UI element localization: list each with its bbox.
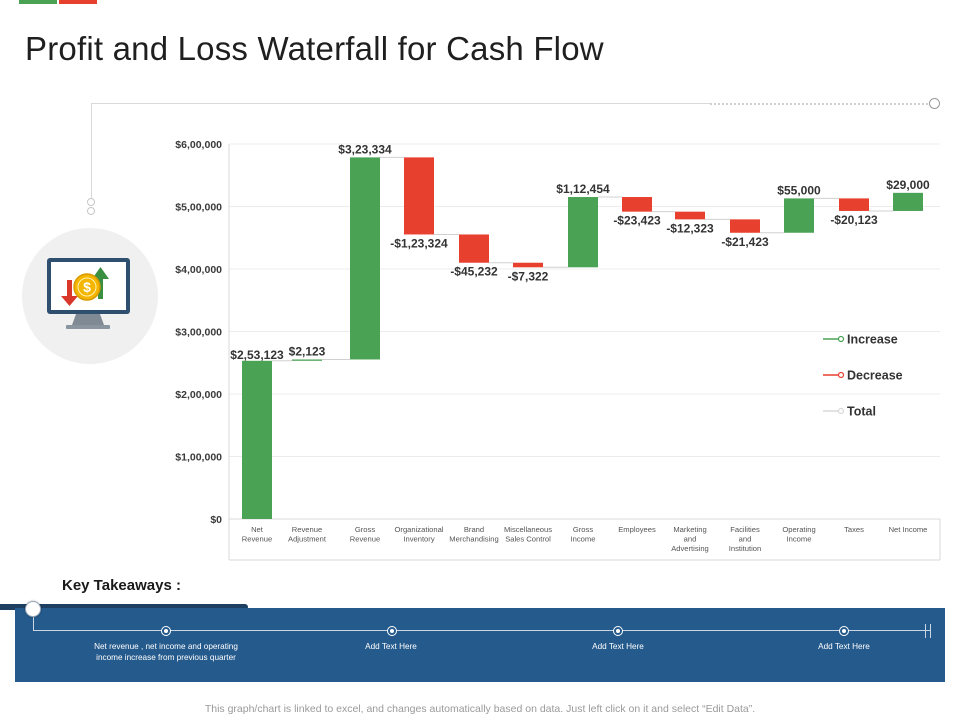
x-tick-label: Net Income xyxy=(889,525,928,534)
y-tick-label: $0 xyxy=(210,514,222,526)
timeline-node-1 xyxy=(161,626,171,636)
x-tick-label: Gross Income xyxy=(571,525,596,544)
waterfall-bar xyxy=(568,197,598,268)
timeline-handle[interactable] xyxy=(25,601,41,617)
data-label: -$7,322 xyxy=(508,269,549,283)
footer-note: This graph/chart is linked to excel, and… xyxy=(204,703,756,715)
waterfall-bar xyxy=(893,192,923,211)
timeline-end-tick xyxy=(925,624,926,638)
waterfall-bar xyxy=(784,198,814,233)
x-tick-label: Marketing and Advertising xyxy=(671,525,709,553)
x-tick-label: Facilities and Institution xyxy=(729,525,762,553)
data-label: -$1,23,324 xyxy=(390,236,448,250)
data-label: -$23,423 xyxy=(613,214,661,228)
data-label: -$21,423 xyxy=(721,235,769,249)
data-label: -$45,232 xyxy=(450,265,498,279)
x-tick-label: Net Revenue xyxy=(242,525,272,544)
page-title: Profit and Loss Waterfall for Cash Flow xyxy=(25,30,604,67)
takeaway-text-4[interactable]: Add Text Here xyxy=(818,642,870,651)
timeline-node-4 xyxy=(839,626,849,636)
waterfall-bar xyxy=(675,211,705,220)
legend-label: Decrease xyxy=(847,369,903,383)
x-tick-label: Miscellaneous Sales Control xyxy=(504,525,552,544)
y-tick-label: $5,00,000 xyxy=(175,202,222,214)
x-tick-label: Taxes xyxy=(844,525,864,534)
x-tick-label: Gross Revenue xyxy=(350,525,380,544)
dollar-symbol: $ xyxy=(83,279,91,295)
connector-dot-upper xyxy=(87,198,95,206)
takeaway-text-1[interactable]: Net revenue , net income and operating i… xyxy=(94,642,238,662)
legend-label: Increase xyxy=(847,333,898,347)
connector-dot-lower xyxy=(87,207,95,215)
legend-marker xyxy=(837,335,845,343)
waterfall-bar xyxy=(459,234,489,263)
data-label: $3,23,334 xyxy=(338,142,392,156)
y-tick-label: $1,00,000 xyxy=(175,452,222,464)
x-tick-label: Brand Merchandising xyxy=(449,525,498,544)
x-tick-label: Organizational Inventory xyxy=(395,525,444,544)
data-label: $2,123 xyxy=(289,344,326,358)
takeaway-text-2[interactable]: Add Text Here xyxy=(365,642,417,651)
takeaways-title: Key Takeaways : xyxy=(62,577,181,594)
data-label: -$20,123 xyxy=(830,213,878,227)
data-label: $1,12,454 xyxy=(556,182,610,196)
x-tick-label: Operating Income xyxy=(782,525,815,544)
timeline-node-2 xyxy=(387,626,397,636)
data-label: $55,000 xyxy=(777,183,821,197)
timeline-elbow xyxy=(33,616,34,631)
waterfall-bar xyxy=(622,197,652,212)
connector-horizontal xyxy=(91,103,711,104)
connector-dotted-line xyxy=(710,103,928,105)
takeaway-text-3[interactable]: Add Text Here xyxy=(592,642,644,651)
y-tick-label: $3,00,000 xyxy=(175,327,222,339)
waterfall-bar xyxy=(242,360,272,519)
top-accent-green xyxy=(19,0,57,4)
top-accent-red xyxy=(59,0,97,4)
data-label: $2,53,123 xyxy=(230,348,284,362)
waterfall-bar xyxy=(404,157,434,235)
timeline-line xyxy=(33,630,930,631)
waterfall-bar xyxy=(730,219,760,233)
waterfall-bar xyxy=(513,262,543,268)
y-tick-label: $2,00,000 xyxy=(175,389,222,401)
legend-label: Total xyxy=(847,405,876,419)
legend-marker xyxy=(837,371,845,379)
y-tick-label: $6,00,000 xyxy=(175,139,222,151)
waterfall-bar xyxy=(292,359,322,361)
x-tick-label: Employees xyxy=(618,525,656,534)
takeaways-panel xyxy=(15,608,945,682)
legend-marker xyxy=(837,407,845,415)
x-tick-label: Revenue Adjustment xyxy=(288,525,327,544)
waterfall-bar xyxy=(350,157,380,360)
data-label: -$12,323 xyxy=(666,221,714,235)
timeline-node-3 xyxy=(613,626,623,636)
connector-vertical xyxy=(91,103,92,199)
data-label: $29,000 xyxy=(886,178,930,192)
waterfall-bar xyxy=(839,198,869,211)
y-tick-label: $4,00,000 xyxy=(175,264,222,276)
takeaways-underline xyxy=(0,604,248,610)
timeline-end-tick-2 xyxy=(930,624,931,638)
connector-end-ring xyxy=(929,98,940,109)
